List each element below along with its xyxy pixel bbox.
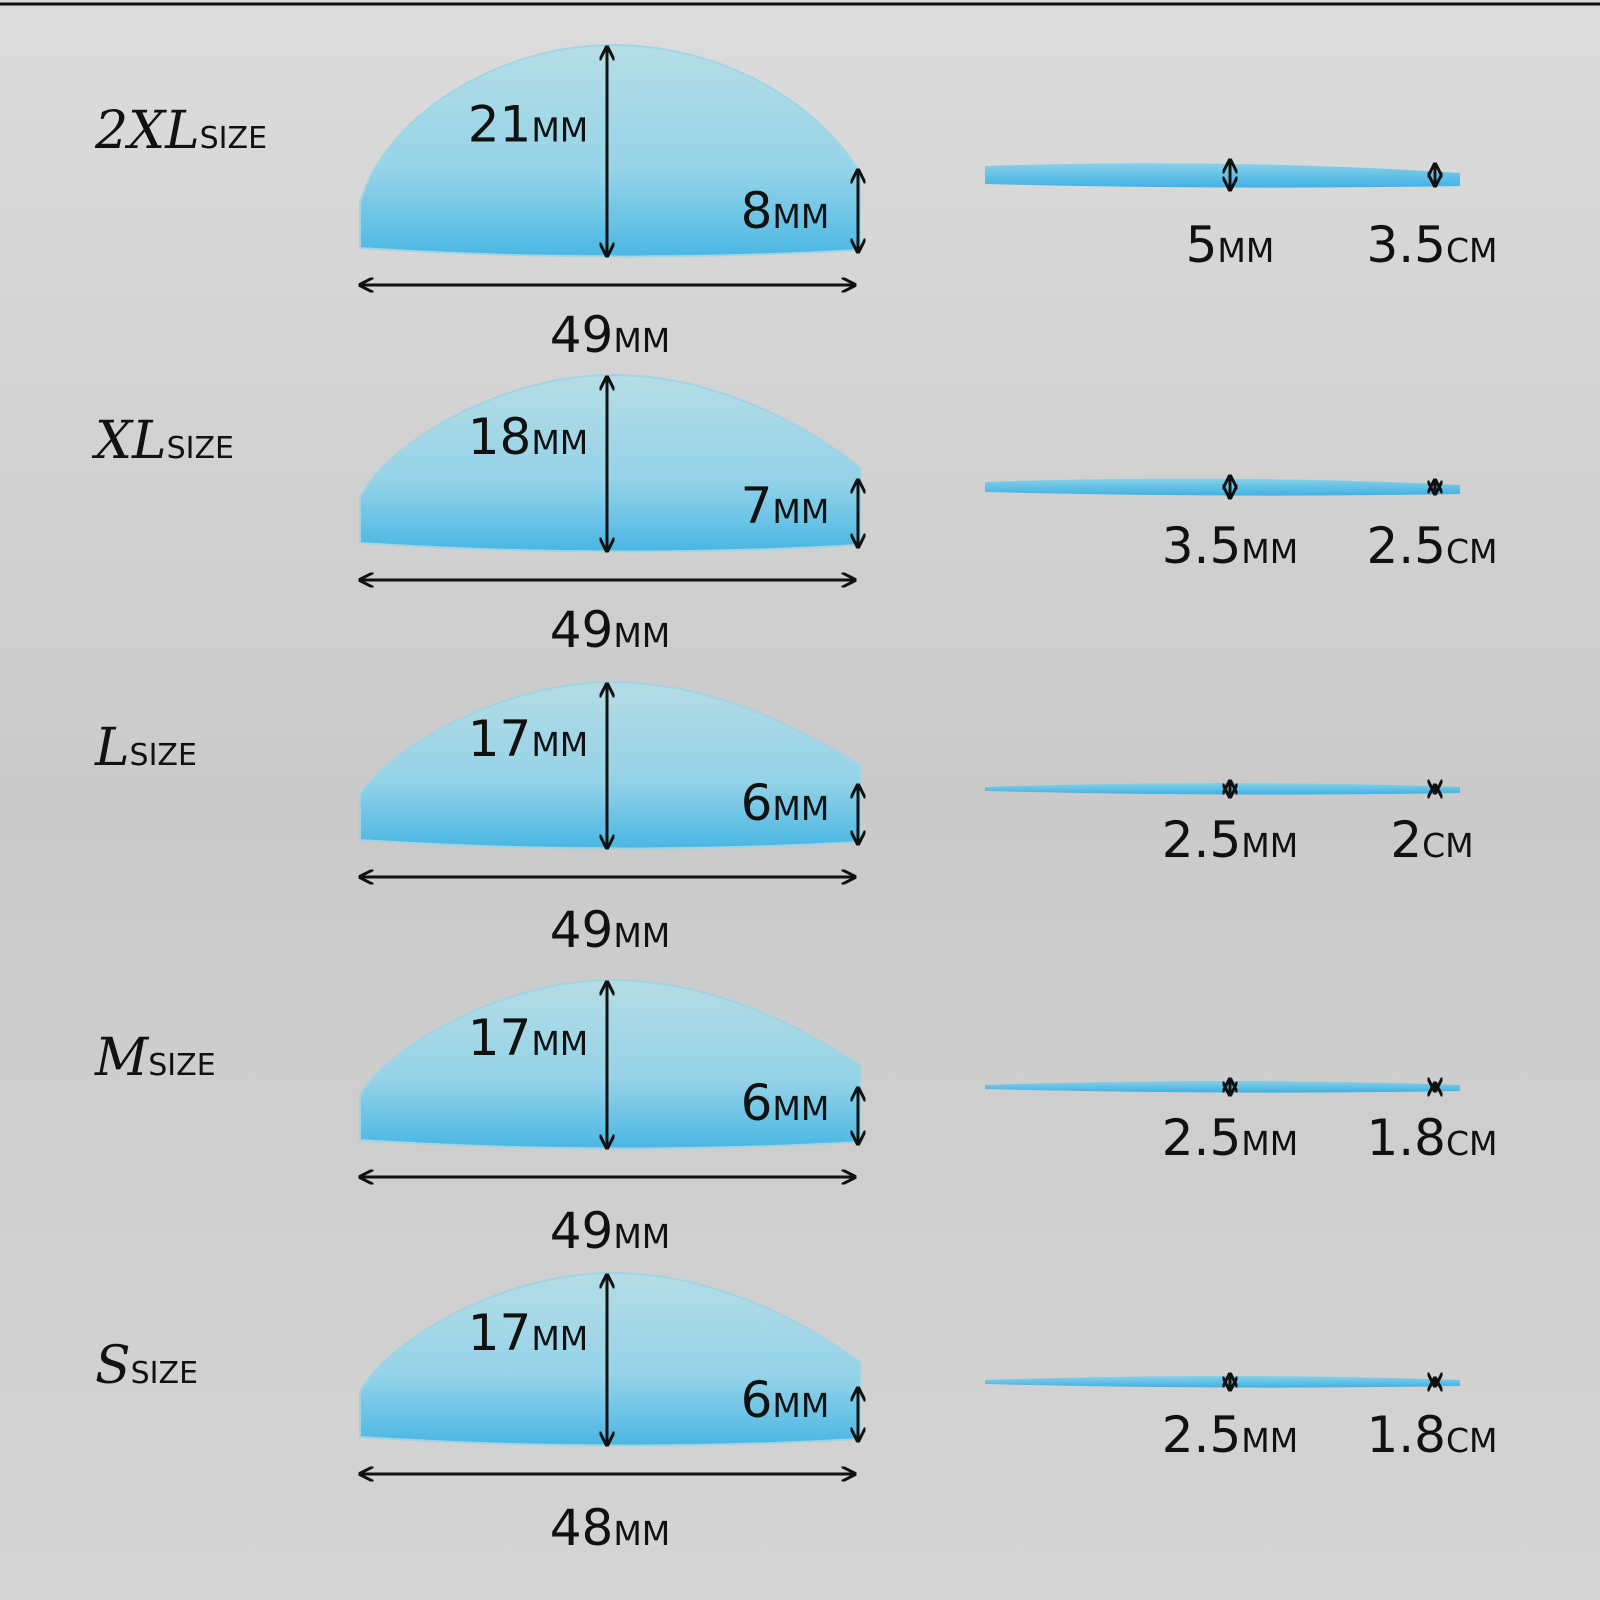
tip-label: 1.8CM <box>1366 1109 1497 1167</box>
number: 21 <box>468 96 532 154</box>
unit: MM <box>1241 826 1298 865</box>
size-label: SSIZE <box>95 1336 198 1396</box>
size-name: S <box>95 1336 131 1396</box>
size-suffix: SIZE <box>200 121 267 156</box>
height-label: 17MM <box>468 1009 589 1067</box>
width-label: 49MM <box>550 1202 671 1260</box>
unit: MM <box>613 321 670 360</box>
tip-label: 1.8CM <box>1366 1406 1497 1464</box>
unit: MM <box>1217 231 1274 270</box>
size-label: 2XLSIZE <box>94 101 267 161</box>
number: 48 <box>550 1499 614 1557</box>
size-suffix: SIZE <box>148 1048 215 1083</box>
number: 17 <box>468 1304 532 1362</box>
size-name: M <box>94 1028 150 1088</box>
unit: MM <box>1241 1421 1298 1460</box>
unit: MM <box>531 423 588 462</box>
number: 17 <box>468 710 532 768</box>
size-suffix: SIZE <box>167 431 234 466</box>
size-name: XL <box>91 411 167 471</box>
number: 1.8 <box>1366 1109 1446 1167</box>
thickness-label: 5MM <box>1186 216 1275 274</box>
unit: MM <box>531 1024 588 1063</box>
size-suffix: SIZE <box>130 738 197 773</box>
unit: CM <box>1446 1421 1498 1460</box>
height-label: 21MM <box>468 96 589 154</box>
edge-label: 8MM <box>741 182 830 240</box>
unit: MM <box>531 111 588 150</box>
number: 18 <box>468 408 532 466</box>
number: 49 <box>550 1202 614 1260</box>
number: 2 <box>1390 811 1422 869</box>
height-label: 17MM <box>468 1304 589 1362</box>
thickness-label: 2.5MM <box>1162 1109 1298 1167</box>
size-name: 2XL <box>94 101 200 161</box>
size-label: XLSIZE <box>91 411 234 471</box>
unit: MM <box>772 1386 829 1425</box>
number: 2.5 <box>1162 1406 1242 1464</box>
edge-label: 6MM <box>741 1074 830 1132</box>
size-name: L <box>94 718 130 778</box>
size-label: LSIZE <box>94 718 197 778</box>
number: 2.5 <box>1162 811 1242 869</box>
number: 49 <box>550 601 614 659</box>
number: 6 <box>741 1371 773 1429</box>
number: 5 <box>1186 216 1218 274</box>
width-label: 49MM <box>550 306 671 364</box>
size-label: MSIZE <box>94 1028 216 1088</box>
number: 6 <box>741 1074 773 1132</box>
number: 3.5 <box>1162 517 1242 575</box>
number: 49 <box>550 901 614 959</box>
number: 49 <box>550 306 614 364</box>
number: 17 <box>468 1009 532 1067</box>
thickness-label: 2.5MM <box>1162 811 1298 869</box>
number: 6 <box>741 774 773 832</box>
number: 7 <box>741 477 773 535</box>
edge-label: 7MM <box>741 477 830 535</box>
unit: MM <box>531 1319 588 1358</box>
edge-label: 6MM <box>741 774 830 832</box>
number: 1.8 <box>1366 1406 1446 1464</box>
unit: MM <box>613 1217 670 1256</box>
number: 2.5 <box>1366 517 1446 575</box>
edge-label: 6MM <box>741 1371 830 1429</box>
tip-label: 2CM <box>1390 811 1473 869</box>
number: 2.5 <box>1162 1109 1242 1167</box>
thickness-label: 2.5MM <box>1162 1406 1298 1464</box>
unit: MM <box>772 789 829 828</box>
thickness-label: 3.5MM <box>1162 517 1298 575</box>
unit: CM <box>1422 826 1474 865</box>
height-label: 17MM <box>468 710 589 768</box>
unit: MM <box>531 725 588 764</box>
tip-label: 3.5CM <box>1366 216 1497 274</box>
unit: MM <box>772 1089 829 1128</box>
unit: MM <box>613 616 670 655</box>
size-suffix: SIZE <box>131 1356 198 1391</box>
tip-label: 2.5CM <box>1366 517 1497 575</box>
unit: MM <box>1241 532 1298 571</box>
width-label: 48MM <box>550 1499 671 1557</box>
unit: CM <box>1446 532 1498 571</box>
height-label: 18MM <box>468 408 589 466</box>
unit: MM <box>613 1514 670 1553</box>
unit: CM <box>1446 1124 1498 1163</box>
width-label: 49MM <box>550 601 671 659</box>
unit: MM <box>772 492 829 531</box>
unit: MM <box>1241 1124 1298 1163</box>
width-label: 49MM <box>550 901 671 959</box>
unit: MM <box>613 916 670 955</box>
unit: CM <box>1446 231 1498 270</box>
number: 8 <box>741 182 773 240</box>
unit: MM <box>772 197 829 236</box>
number: 3.5 <box>1366 216 1446 274</box>
